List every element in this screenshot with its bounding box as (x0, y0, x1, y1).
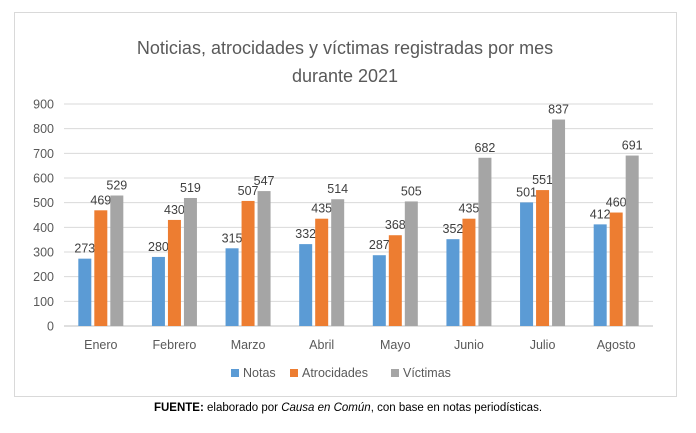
source-note: FUENTE: elaborado por Causa en Común, co… (0, 402, 696, 414)
x-tick-label-abril: Abril (309, 338, 334, 352)
y-tick-label-200: 200 (33, 270, 54, 284)
data-label-atrocidades-abril: 435 (311, 202, 332, 216)
data-label-notas-enero: 273 (74, 242, 95, 256)
y-tick-label-500: 500 (33, 196, 54, 210)
legend-label-notas: Notas (243, 366, 276, 380)
bar-víctimas-enero (110, 195, 124, 326)
bar-atrocidades-enero (94, 210, 108, 326)
y-tick-label-900: 900 (33, 98, 54, 112)
data-label-víctimas-febrero: 519 (180, 181, 201, 195)
y-tick-label-0: 0 (47, 320, 54, 334)
data-label-víctimas-agosto: 691 (622, 139, 643, 153)
data-label-notas-febrero: 280 (148, 240, 169, 254)
bar-víctimas-febrero (183, 197, 197, 326)
bar-atrocidades-junio (462, 218, 476, 326)
bar-atrocidades-marzo (241, 200, 255, 326)
x-tick-label-mayo: Mayo (380, 338, 411, 352)
y-tick-label-300: 300 (33, 246, 54, 260)
data-label-víctimas-enero: 529 (106, 179, 127, 193)
data-label-víctimas-marzo: 547 (254, 174, 275, 188)
data-label-atrocidades-febrero: 430 (164, 203, 185, 217)
bar-víctimas-marzo (257, 191, 271, 326)
bar-notas-mayo (372, 255, 386, 326)
source-label: FUENTE: (153, 402, 204, 414)
y-tick-label-600: 600 (33, 172, 54, 186)
legend-swatch-atrocidades (290, 369, 298, 377)
chart-frame: Noticias, atrocidades y víctimas registr… (14, 12, 677, 397)
source-organization: Causa en Común (281, 402, 371, 414)
bar-víctimas-agosto (625, 155, 639, 326)
data-label-víctimas-abril: 514 (327, 182, 348, 196)
bar-atrocidades-abril (315, 218, 329, 326)
bar-notas-agosto (593, 224, 607, 326)
chart-title-line-2: durante 2021 (292, 66, 398, 86)
legend-label-víctimas: Víctimas (403, 366, 451, 380)
data-label-notas-mayo: 287 (369, 238, 390, 252)
bar-notas-marzo (225, 248, 239, 326)
legend-swatch-víctimas (391, 369, 399, 377)
data-label-atrocidades-mayo: 368 (385, 218, 406, 232)
y-tick-label-100: 100 (33, 295, 54, 309)
chart-title-line-1: Noticias, atrocidades y víctimas registr… (137, 38, 553, 58)
data-label-atrocidades-junio: 435 (459, 202, 480, 216)
data-label-atrocidades-marzo: 507 (238, 184, 259, 198)
y-tick-label-800: 800 (33, 122, 54, 136)
data-label-atrocidades-agosto: 460 (606, 196, 627, 210)
bar-notas-junio (446, 239, 460, 326)
x-tick-label-julio: Julio (530, 338, 556, 352)
bar-víctimas-mayo (404, 201, 418, 326)
x-tick-label-agosto: Agosto (597, 338, 636, 352)
bar-atrocidades-agosto (609, 212, 623, 326)
source-text-pre: elaborado por (203, 402, 282, 414)
x-tick-label-enero: Enero (84, 338, 117, 352)
data-label-notas-junio: 352 (443, 222, 464, 236)
bar-víctimas-junio (478, 157, 492, 326)
x-tick-label-febrero: Febrero (153, 338, 197, 352)
bar-notas-abril (299, 244, 313, 326)
legend-swatch-notas (231, 369, 239, 377)
x-tick-label-junio: Junio (454, 338, 484, 352)
source-text-post: , con base en notas periodísticas. (370, 402, 543, 414)
legend-label-atrocidades: Atrocidades (302, 366, 368, 380)
bar-víctimas-julio (552, 119, 566, 326)
data-label-víctimas-junio: 682 (475, 141, 496, 155)
data-label-atrocidades-enero: 469 (90, 193, 111, 207)
data-label-atrocidades-julio: 551 (532, 173, 553, 187)
data-label-notas-abril: 332 (295, 227, 316, 241)
data-label-notas-agosto: 412 (590, 207, 611, 221)
y-tick-label-700: 700 (33, 147, 54, 161)
bar-chart: Noticias, atrocidades y víctimas registr… (33, 38, 653, 380)
data-label-víctimas-mayo: 505 (401, 184, 422, 198)
data-label-víctimas-julio: 837 (548, 103, 569, 117)
data-label-notas-julio: 501 (516, 185, 537, 199)
bar-atrocidades-julio (536, 190, 550, 326)
data-label-notas-marzo: 315 (222, 231, 243, 245)
bar-notas-febrero (151, 256, 165, 326)
bar-víctimas-abril (331, 199, 345, 326)
bar-notas-enero (78, 258, 92, 326)
bar-atrocidades-febrero (167, 219, 181, 326)
y-tick-label-400: 400 (33, 221, 54, 235)
bar-notas-julio (520, 202, 534, 326)
bar-atrocidades-mayo (388, 235, 402, 326)
x-tick-label-marzo: Marzo (231, 338, 266, 352)
